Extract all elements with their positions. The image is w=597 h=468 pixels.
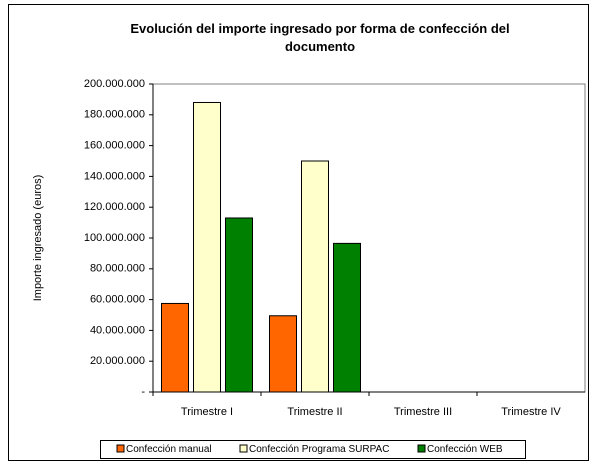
bar: [193, 101, 221, 393]
legend-label: Confección WEB: [427, 444, 503, 455]
chart-frame: [8, 4, 589, 461]
bar: [161, 302, 189, 393]
y-tick-label: 60.000.000: [90, 294, 145, 306]
x-tick-label: Trimestre II: [287, 406, 342, 418]
y-tick-label: 20.000.000: [90, 355, 145, 367]
y-tick-label: 200.000.000: [84, 78, 145, 90]
y-tick-label: 160.000.000: [84, 140, 145, 152]
x-tick-label: Trimestre III: [394, 406, 452, 418]
bar: [269, 315, 297, 393]
y-axis-label: Importe ingresado (euros): [32, 175, 44, 302]
y-tick-label: 120.000.000: [84, 201, 145, 213]
y-tick-label: -: [141, 386, 145, 398]
legend-swatch: [116, 444, 125, 453]
y-tick-label: 180.000.000: [84, 109, 145, 121]
y-tick-label: 80.000.000: [90, 263, 145, 275]
chart-title: Evolución del importe ingresado por form…: [130, 21, 509, 54]
y-tick-label: 100.000.000: [84, 232, 145, 244]
y-tick-label: 140.000.000: [84, 170, 145, 182]
bar: [333, 242, 361, 393]
x-tick-label: Trimestre I: [181, 406, 233, 418]
y-tick-label: 40.000.000: [90, 324, 145, 336]
title-line: Evolución del importe ingresado por form…: [130, 21, 509, 36]
bar: [225, 217, 253, 393]
legend-swatch: [239, 444, 248, 453]
title-line: documento: [285, 39, 355, 54]
legend-label: Confección Programa SURPAC: [249, 444, 389, 455]
legend-swatch: [417, 444, 426, 453]
legend-label: Confección manual: [126, 444, 212, 455]
bar: [301, 160, 329, 393]
x-tick-label: Trimestre IV: [501, 406, 561, 418]
